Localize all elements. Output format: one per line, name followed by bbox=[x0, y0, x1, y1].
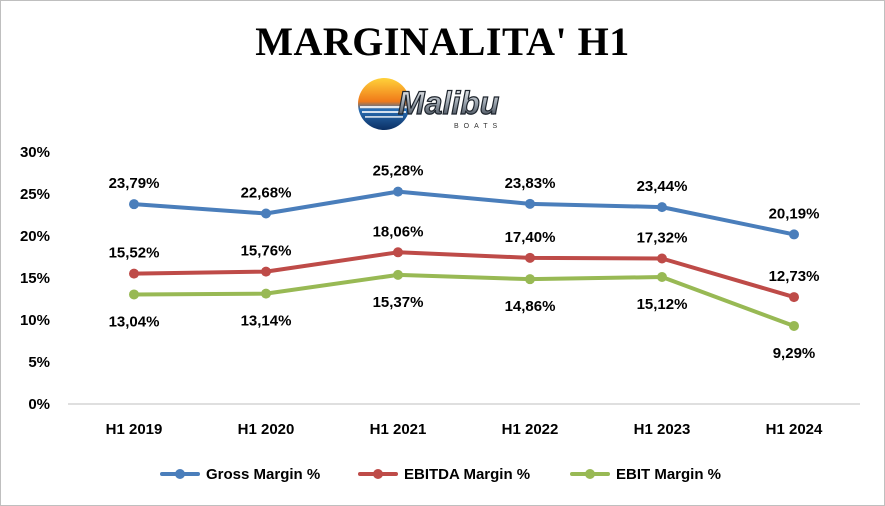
series-line bbox=[132, 250, 796, 300]
data-point bbox=[129, 289, 139, 300]
data-point bbox=[657, 202, 667, 213]
legend-marker bbox=[358, 469, 398, 479]
data-point bbox=[261, 288, 271, 299]
y-tick-label: 20% bbox=[20, 228, 50, 245]
legend-label: EBITDA Margin % bbox=[404, 465, 531, 483]
data-label: 15,37% bbox=[373, 294, 424, 311]
data-label: 12,73% bbox=[769, 268, 820, 285]
malibu-logo: Malibu BOATS bbox=[358, 78, 502, 130]
data-point bbox=[129, 268, 139, 279]
data-label: 13,14% bbox=[241, 313, 292, 330]
data-label: 15,76% bbox=[241, 243, 292, 260]
y-tick-label: 5% bbox=[28, 354, 50, 371]
x-tick-label: H1 2019 bbox=[106, 421, 163, 438]
x-tick-label: H1 2022 bbox=[502, 421, 559, 438]
data-label: 15,12% bbox=[637, 296, 688, 313]
series-line bbox=[132, 272, 796, 328]
legend-item: EBITDA Margin % bbox=[358, 462, 530, 486]
legend-label: EBIT Margin % bbox=[616, 465, 722, 483]
data-point bbox=[129, 199, 139, 210]
y-tick-label: 25% bbox=[20, 186, 50, 203]
x-tick-label: H1 2021 bbox=[370, 421, 427, 438]
data-label: 18,06% bbox=[373, 223, 424, 240]
data-point bbox=[393, 186, 403, 197]
data-label: 22,68% bbox=[241, 184, 292, 201]
legend-label: Gross Margin % bbox=[206, 465, 321, 483]
chart-title: MARGINALITA' H1 bbox=[255, 19, 630, 64]
data-point bbox=[393, 269, 403, 280]
legend-item: EBIT Margin % bbox=[570, 462, 721, 486]
y-tick-label: 30% bbox=[20, 144, 50, 161]
data-label: 23,79% bbox=[109, 175, 160, 192]
data-label: 23,83% bbox=[505, 175, 556, 192]
data-point bbox=[393, 247, 403, 258]
legend-marker bbox=[160, 469, 200, 479]
data-point bbox=[789, 320, 799, 331]
data-point bbox=[525, 274, 535, 285]
svg-text:BOATS: BOATS bbox=[454, 123, 502, 130]
data-label: 9,29% bbox=[773, 345, 816, 362]
data-point bbox=[657, 253, 667, 264]
data-point bbox=[525, 198, 535, 209]
chart-legend: Gross Margin % EBITDA Margin % EBIT Margin… bbox=[0, 462, 885, 486]
x-tick-label: H1 2023 bbox=[634, 421, 691, 438]
data-point bbox=[789, 292, 799, 303]
y-tick-label: 15% bbox=[20, 270, 50, 287]
data-label: 25,28% bbox=[373, 163, 424, 180]
data-label: 17,40% bbox=[505, 229, 556, 246]
data-point bbox=[789, 229, 799, 240]
x-tick-label: H1 2020 bbox=[238, 421, 295, 438]
data-point bbox=[261, 266, 271, 277]
data-label: 23,44% bbox=[637, 178, 688, 195]
data-point bbox=[261, 208, 271, 219]
legend-marker bbox=[570, 469, 610, 479]
legend-item: Gross Margin % bbox=[160, 462, 320, 486]
data-point bbox=[525, 252, 535, 263]
data-point bbox=[657, 271, 667, 282]
data-label: 14,86% bbox=[505, 298, 556, 315]
y-tick-label: 0% bbox=[28, 396, 50, 413]
data-label: 17,32% bbox=[637, 230, 688, 247]
x-tick-label: H1 2024 bbox=[766, 421, 823, 438]
series-line bbox=[132, 189, 796, 237]
data-label: 15,52% bbox=[109, 245, 160, 262]
data-label: 13,04% bbox=[109, 313, 160, 330]
svg-text:Malibu: Malibu bbox=[398, 85, 499, 121]
data-label: 20,19% bbox=[769, 205, 820, 222]
y-tick-label: 10% bbox=[20, 312, 50, 329]
